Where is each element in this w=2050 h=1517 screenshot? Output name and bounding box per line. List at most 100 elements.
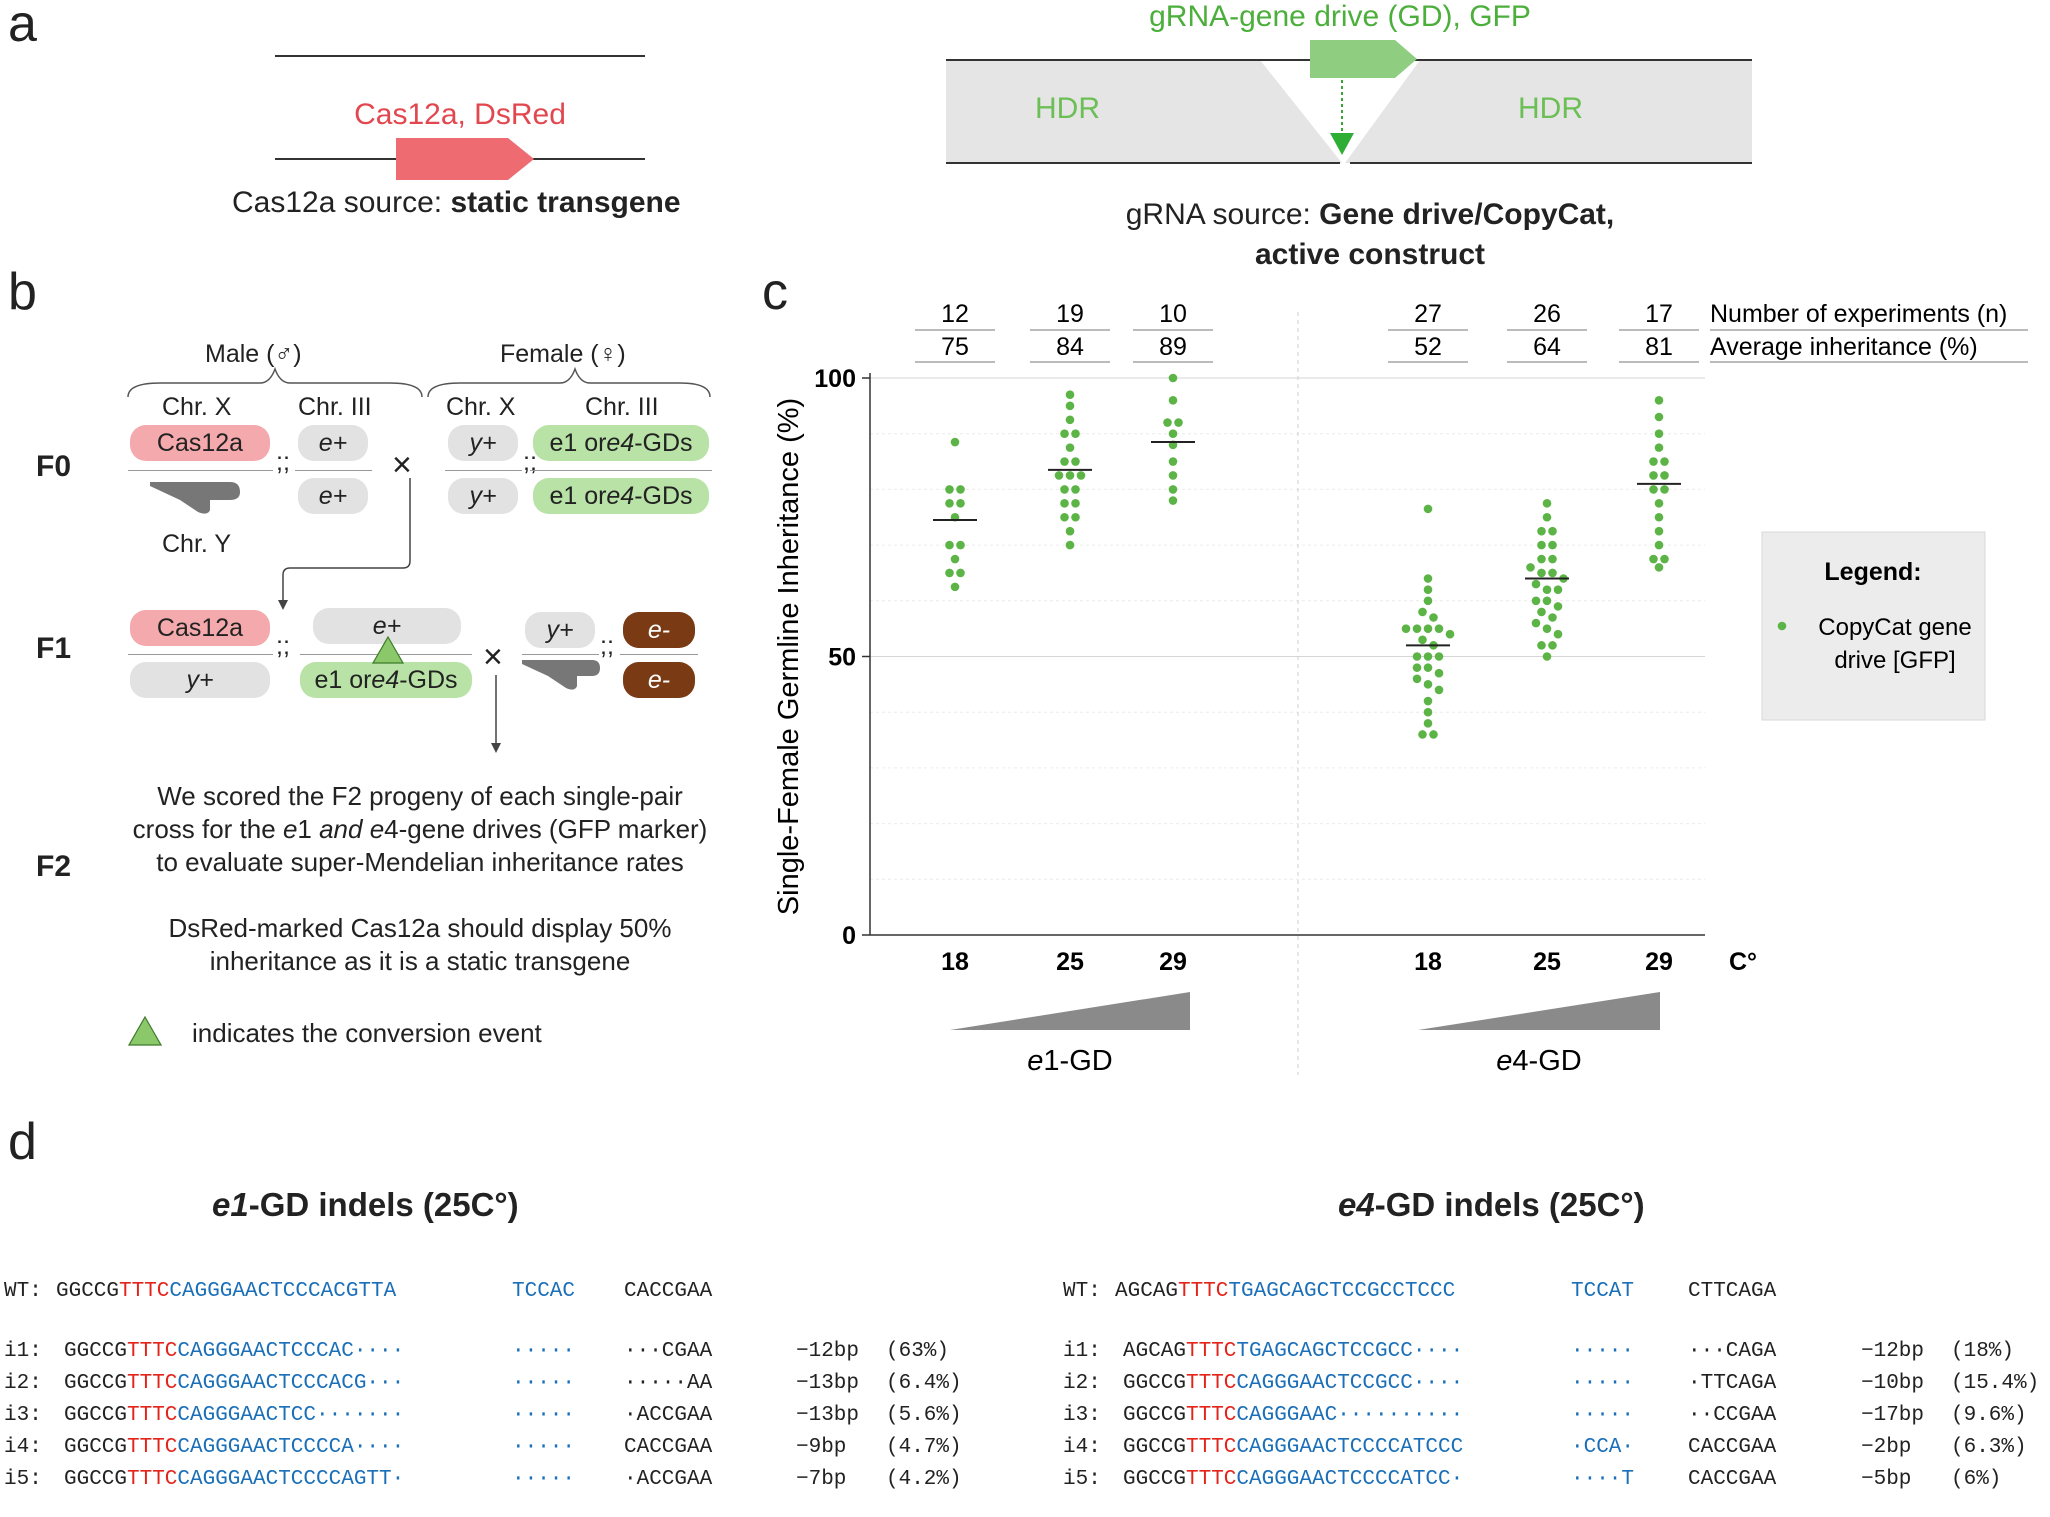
data-point: [1542, 596, 1552, 606]
data-point: [1553, 585, 1563, 594]
data-point: [1423, 696, 1433, 706]
data-point: [1654, 499, 1664, 508]
data-point: [1548, 613, 1557, 622]
data-point: [1071, 457, 1080, 466]
seq-cut-site: ·····: [512, 1404, 576, 1427]
data-point: [1548, 526, 1557, 536]
data-point: [945, 540, 954, 550]
data-point: [1423, 680, 1433, 689]
data-point: [1423, 574, 1433, 583]
data-point: [1654, 395, 1664, 405]
seq-indel-frequency: (63%): [886, 1340, 950, 1363]
data-point: [1065, 540, 1075, 550]
header-n: 12: [941, 300, 969, 328]
gd-construct-label: gRNA-gene drive (GD), GFP: [1149, 0, 1531, 33]
seq-black: GGCCG: [56, 1280, 120, 1303]
data-point: [1537, 641, 1546, 650]
data-point: [1548, 568, 1557, 578]
f0-female-chrx: Chr. X: [446, 393, 516, 421]
f0-male-chriii: Chr. III: [298, 393, 372, 421]
seq-black: GGCCG: [1123, 1372, 1187, 1395]
legend-title: Legend:: [1824, 558, 1921, 586]
data-point: [1071, 485, 1080, 494]
seq-black: GGCCG: [1123, 1468, 1187, 1491]
seq-row-label: i5:: [4, 1468, 42, 1491]
data-point: [1065, 443, 1075, 452]
data-point: [1649, 471, 1658, 480]
data-point: [1654, 540, 1664, 550]
f1-conversion-triangle: [372, 636, 404, 664]
data-point: [1071, 499, 1080, 508]
generation-f0: F0: [36, 450, 72, 483]
data-point: [1429, 613, 1438, 622]
data-point: [1649, 457, 1658, 466]
seq-tail: CACCGAA: [624, 1436, 713, 1459]
data-point: [1649, 485, 1658, 494]
f0-male-e-plus-1: e+: [298, 425, 368, 461]
hdr-label-left: HDR: [1035, 92, 1100, 125]
f1-y-chromosome-icon: [522, 660, 600, 690]
y-tick-label: 100: [814, 365, 856, 393]
seq-protospacer: CAGGGAACTCCCCATCC·: [1236, 1468, 1464, 1491]
seq-tail: ···CGAA: [624, 1340, 713, 1363]
seq-row-label: i1:: [4, 1340, 42, 1363]
seq-tail: ·ACCGAA: [624, 1404, 713, 1427]
male-label: Male (♂): [205, 340, 302, 368]
data-point: [1654, 429, 1664, 439]
f2-scoring-text: We scored the F2 progeny of each single-…: [132, 781, 708, 877]
data-point: [1060, 512, 1069, 522]
x-tick-label: 18: [941, 948, 969, 976]
temperature-wedge: [1418, 992, 1660, 1030]
header-n: 10: [1159, 300, 1187, 328]
data-point: [1060, 457, 1069, 466]
seq-indel-frequency: (4.7%): [886, 1436, 962, 1459]
data-point: [1654, 512, 1664, 522]
seq-row-label: i1:: [1063, 1340, 1101, 1363]
f0-female-chriii: Chr. III: [585, 393, 659, 421]
seq-pam: TTTC: [1186, 1436, 1237, 1459]
legend-box: [1761, 531, 1986, 721]
e1-indels-title: e1-GD indels (25C°): [212, 1186, 519, 1223]
f1-sep-1: ;;: [276, 632, 290, 660]
e4-indels-title: e4-GD indels (25C°): [1338, 1186, 1645, 1223]
seq-row-label: i3:: [1063, 1404, 1101, 1427]
data-point: [1060, 499, 1069, 508]
seq-pam: TTTC: [1186, 1468, 1237, 1491]
seq-indel-size: −12bp: [1861, 1340, 1925, 1363]
data-point: [1423, 585, 1433, 594]
seq-row-label: i5:: [1063, 1468, 1101, 1491]
y-tick-label: 50: [828, 644, 856, 672]
header-avg: 89: [1159, 333, 1187, 361]
data-point: [1660, 554, 1669, 564]
seq-pam: TTTC: [127, 1468, 178, 1491]
seq-black: AGCAG: [1115, 1280, 1179, 1303]
female-label: Female (♀): [500, 340, 626, 368]
f0-female-x-line: [445, 470, 522, 471]
data-point: [1423, 719, 1433, 728]
seq-tail: CACCGAA: [1688, 1468, 1777, 1491]
f1-e-minus-2: e-: [623, 662, 695, 698]
data-point: [1065, 526, 1075, 536]
seq-cut-site: TCCAT: [1571, 1280, 1635, 1303]
header-n: 19: [1056, 300, 1084, 328]
f0-chry: Chr. Y: [162, 530, 232, 558]
header-avg: 75: [941, 333, 969, 361]
data-point: [1418, 607, 1427, 617]
f0-female-iii-line: [530, 470, 712, 471]
seq-black: GGCCG: [64, 1372, 128, 1395]
f1-to-f2-arrow: [491, 675, 501, 753]
data-point: [1537, 540, 1546, 550]
data-point: [1423, 624, 1433, 633]
seq-pam: TTTC: [127, 1340, 178, 1363]
data-point: [1434, 652, 1444, 661]
hdr-label-right: HDR: [1518, 92, 1583, 125]
data-point: [1654, 443, 1664, 452]
seq-row-label: i2:: [4, 1372, 42, 1395]
seq-indel-size: −9bp: [796, 1436, 847, 1459]
data-point: [1531, 579, 1541, 589]
seq-tail: CACCGAA: [624, 1280, 713, 1303]
legend-entry: CopyCat gene: [1818, 614, 1971, 641]
data-point: [1423, 663, 1433, 672]
x-tick-label: 25: [1056, 948, 1084, 976]
f0-female-gd-2: e1 or e4 -GDs: [533, 478, 709, 514]
